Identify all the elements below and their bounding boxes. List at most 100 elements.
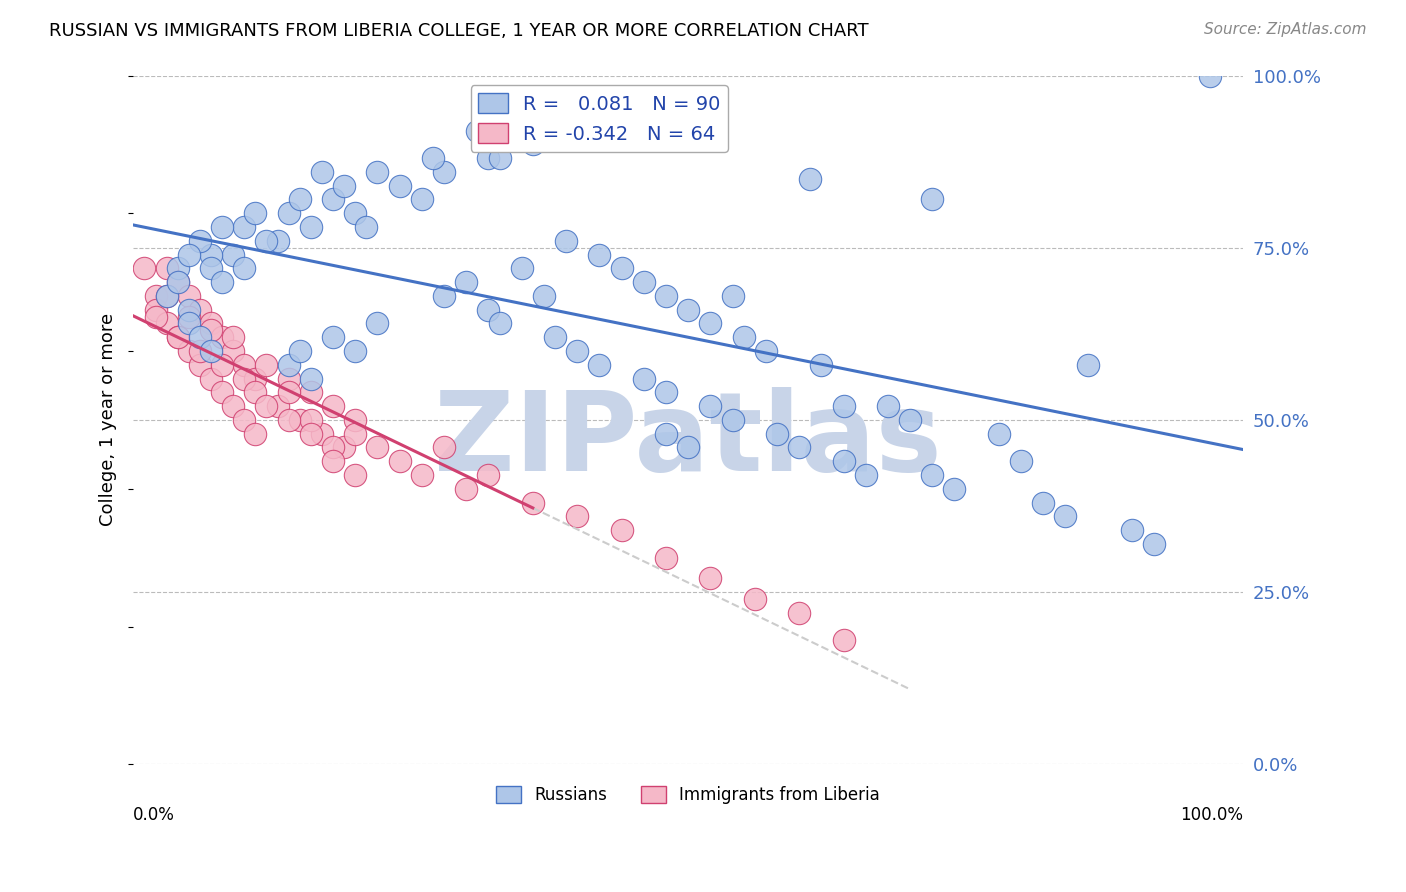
Point [177, 344, 200, 359]
Point [222, 399, 245, 413]
Point [433, 441, 456, 455]
Point [1198, 69, 1220, 83]
Point [488, 317, 510, 331]
Point [411, 468, 433, 483]
Point [245, 426, 267, 441]
Point [256, 358, 278, 372]
Point [277, 371, 299, 385]
Text: 0.0%: 0.0% [134, 805, 176, 823]
Point [721, 413, 744, 427]
Point [943, 482, 966, 496]
Point [588, 247, 610, 261]
Point [200, 323, 222, 337]
Point [256, 399, 278, 413]
Point [877, 399, 900, 413]
Point [322, 330, 344, 344]
Point [233, 413, 256, 427]
Point [766, 426, 789, 441]
Point [699, 317, 721, 331]
Point [456, 482, 478, 496]
Text: 100.0%: 100.0% [1180, 805, 1243, 823]
Point [177, 317, 200, 331]
Point [567, 344, 589, 359]
Point [156, 289, 179, 303]
Point [288, 413, 311, 427]
Point [655, 385, 678, 400]
Point [188, 358, 211, 372]
Point [211, 358, 233, 372]
Point [200, 247, 222, 261]
Point [921, 193, 943, 207]
Point [422, 151, 444, 165]
Point [755, 344, 778, 359]
Point [322, 193, 344, 207]
Point [655, 550, 678, 565]
Point [898, 413, 921, 427]
Point [188, 302, 211, 317]
Point [222, 247, 245, 261]
Point [277, 413, 299, 427]
Point [544, 330, 567, 344]
Point [233, 358, 256, 372]
Point [610, 261, 633, 276]
Point [177, 247, 200, 261]
Point [655, 289, 678, 303]
Point [344, 344, 367, 359]
Point [200, 261, 222, 276]
Point [322, 399, 344, 413]
Point [699, 571, 721, 585]
Point [333, 178, 356, 193]
Point [200, 344, 222, 359]
Point [156, 289, 179, 303]
Point [1077, 358, 1099, 372]
Point [733, 330, 755, 344]
Point [299, 371, 322, 385]
Point [166, 261, 188, 276]
Point [299, 385, 322, 400]
Point [299, 220, 322, 235]
Point [1032, 495, 1054, 509]
Point [787, 441, 810, 455]
Point [477, 302, 499, 317]
Point [299, 413, 322, 427]
Point [245, 385, 267, 400]
Point [156, 261, 179, 276]
Point [1121, 523, 1143, 537]
Point [699, 399, 721, 413]
Point [222, 344, 245, 359]
Point [1143, 537, 1166, 551]
Point [810, 358, 832, 372]
Point [921, 468, 943, 483]
Point [344, 468, 367, 483]
Point [610, 523, 633, 537]
Text: Source: ZipAtlas.com: Source: ZipAtlas.com [1204, 22, 1367, 37]
Point [166, 275, 188, 289]
Point [256, 234, 278, 248]
Point [211, 385, 233, 400]
Point [299, 426, 322, 441]
Point [799, 171, 821, 186]
Point [388, 454, 411, 468]
Point [288, 193, 311, 207]
Point [177, 302, 200, 317]
Point [356, 220, 378, 235]
Point [211, 275, 233, 289]
Point [344, 206, 367, 220]
Point [488, 151, 510, 165]
Point [233, 220, 256, 235]
Point [245, 371, 267, 385]
Point [744, 591, 766, 606]
Text: RUSSIAN VS IMMIGRANTS FROM LIBERIA COLLEGE, 1 YEAR OR MORE CORRELATION CHART: RUSSIAN VS IMMIGRANTS FROM LIBERIA COLLE… [49, 22, 869, 40]
Point [477, 151, 499, 165]
Point [987, 426, 1010, 441]
Point [787, 606, 810, 620]
Point [555, 234, 578, 248]
Point [456, 275, 478, 289]
Point [465, 123, 488, 137]
Point [245, 206, 267, 220]
Point [177, 289, 200, 303]
Point [277, 358, 299, 372]
Point [832, 399, 855, 413]
Point [1010, 454, 1032, 468]
Point [477, 468, 499, 483]
